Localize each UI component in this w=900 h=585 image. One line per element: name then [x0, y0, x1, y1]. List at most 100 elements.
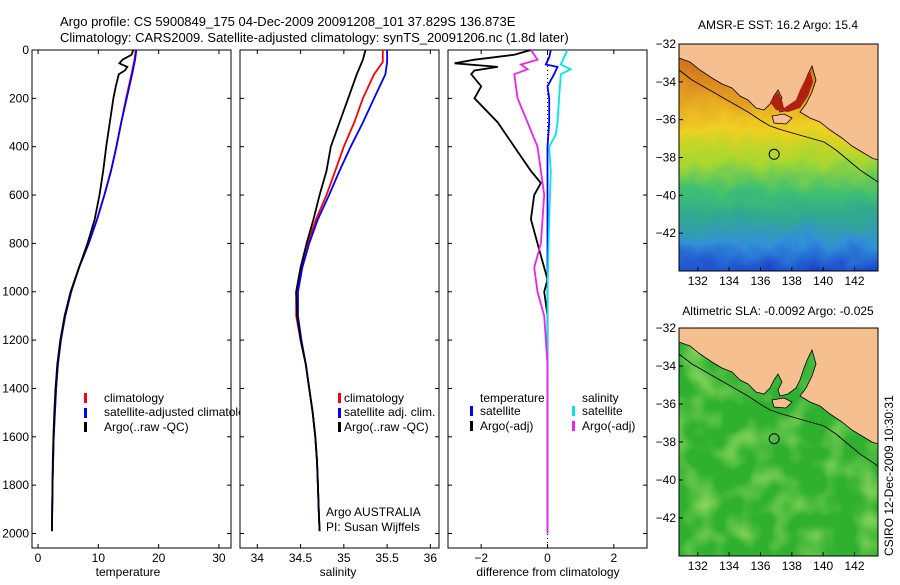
legend-label-argo-sal: Argo(..raw -QC) — [344, 420, 429, 434]
map-x-tick-label: 142 — [844, 274, 864, 288]
salinity-axes-box — [239, 49, 440, 549]
y-tick-label: 1200 — [2, 333, 29, 347]
map-y-tick-label: −38 — [656, 151, 677, 165]
x-tick-label: 0 — [35, 551, 42, 565]
legend-label-argo: Argo(..raw -QC) — [104, 420, 189, 434]
map-x-tick-label: 138 — [782, 274, 802, 288]
x-tick-label: 34.5 — [289, 551, 313, 565]
series-line-argo-raw-qc — [51, 49, 135, 532]
legend-heading-temperature: temperature — [480, 391, 545, 405]
legend-label-temp-argo: Argo(-adj) — [480, 419, 533, 433]
x-tick-label: 34 — [251, 551, 265, 565]
figure-title-line2: Climatology: CARS2009. Satellite-adjuste… — [60, 30, 569, 45]
legend-swatch-argo-sal — [338, 422, 341, 432]
map-y-tick-label: −32 — [656, 321, 677, 335]
x-tick-label: 35 — [337, 551, 351, 565]
legend-swatch-sal-satellite — [572, 406, 575, 416]
x-tick-label: 20 — [152, 551, 166, 565]
sla-kangaroo-island — [771, 397, 793, 409]
map-y-tick-label: −42 — [656, 511, 677, 525]
y-tick-label: 2000 — [2, 526, 29, 540]
legend-swatch-climatology — [84, 393, 87, 403]
legend-label-climatology: climatology — [104, 391, 164, 405]
y-tick-label: 1400 — [2, 381, 29, 395]
figure-title-line1: Argo profile: CS 5900849_175 04-Dec-2009… — [60, 14, 516, 29]
credit-text: CSIRO 12-Dec-2009 10:30:31 — [882, 395, 896, 556]
legend-swatch-argo — [84, 422, 87, 432]
map-y-tick-label: −34 — [656, 359, 677, 373]
map-y-tick-label: −38 — [656, 435, 677, 449]
legend-swatch-temp-argo — [470, 421, 473, 431]
salinity-xlabel: salinity — [320, 565, 357, 579]
x-tick-label: 2 — [610, 551, 617, 565]
sla-map: Altimetric SLA: -0.0092 Argo: -0.025 132… — [656, 304, 879, 573]
map-x-tick-label: 136 — [750, 274, 770, 288]
annotation-pi-name: PI: Susan Wijffels — [326, 520, 420, 534]
difference-panel: −2 0 2 difference from climatology tempera… — [447, 49, 648, 579]
map-y-tick-label: −34 — [656, 75, 677, 89]
sla-land — [679, 328, 878, 445]
map-y-tick-label: −32 — [656, 37, 677, 51]
y-tick-label: 1800 — [2, 478, 29, 492]
legend-label-sal-satellite: satellite — [582, 404, 623, 418]
series-line-salinity-satellite — [546, 49, 573, 534]
map-x-tick-label: 132 — [688, 559, 708, 573]
temperature-panel: 0 200 400 600 800 1000 1200 1400 1600 1800 2000 0 10… — [2, 43, 257, 579]
legend-swatch-climatology-sal — [338, 393, 341, 403]
y-tick-label: 1600 — [2, 430, 29, 444]
legend-label-satellite-adjusted: satellite-adjusted climatology — [104, 405, 257, 419]
temperature-xlabel: temperature — [96, 565, 161, 579]
sst-kangaroo-island — [771, 113, 793, 125]
y-tick-label: 600 — [9, 188, 29, 202]
legend-label-temp-satellite: satellite — [480, 404, 521, 418]
map-y-tick-label: −40 — [656, 473, 677, 487]
salinity-legend: climatology satellite adj. clim. Argo(..… — [338, 391, 435, 434]
y-tick-label: 400 — [9, 140, 29, 154]
legend-swatch-temp-satellite — [470, 406, 473, 416]
y-tick-label: 1000 — [2, 285, 29, 299]
map-x-tick-label: 142 — [844, 559, 864, 573]
sst-isobath — [679, 69, 878, 183]
x-tick-label: 10 — [92, 551, 106, 565]
sst-land-dark — [770, 70, 813, 112]
legend-swatch-satellite-sal — [338, 408, 341, 418]
map-x-tick-label: 140 — [813, 559, 833, 573]
legend-swatch-sal-argo — [572, 421, 575, 431]
legend-label-satellite-sal: satellite adj. clim. — [344, 405, 435, 419]
legend-label-climatology-sal: climatology — [344, 391, 404, 405]
map-x-tick-label: 134 — [719, 274, 739, 288]
legend-label-sal-argo: Argo(-adj) — [582, 419, 635, 433]
salinity-panel: 34 34.5 35 35.5 36 salinity climatology sate… — [239, 49, 440, 579]
y-tick-label: 0 — [22, 43, 29, 57]
map-x-tick-label: 140 — [813, 274, 833, 288]
series-line-temperature-argo-adj — [454, 49, 549, 534]
difference-xlabel: difference from climatology — [476, 565, 619, 579]
map-y-tick-label: −36 — [656, 113, 677, 127]
legend-swatch-satellite-adjusted — [84, 408, 87, 418]
y-tick-label: 200 — [9, 91, 29, 105]
map-y-tick-label: −42 — [656, 226, 677, 240]
sst-map-title: AMSR-E SST: 16.2 Argo: 15.4 — [698, 18, 858, 32]
series-line-salinity-argo-adj — [513, 49, 549, 534]
x-tick-label: −2 — [474, 551, 488, 565]
series-line-argo-raw-qc — [295, 49, 367, 532]
temperature-legend: climatology satellite-adjusted climatolo… — [84, 391, 257, 434]
map-y-tick-label: −40 — [656, 188, 677, 202]
temperature-axes-box — [31, 49, 232, 549]
x-tick-label: 35.5 — [375, 551, 399, 565]
x-tick-label: 0 — [544, 551, 551, 565]
sla-map-title: Altimetric SLA: -0.0092 Argo: -0.025 — [682, 304, 874, 318]
legend-heading-salinity: salinity — [582, 391, 619, 405]
map-x-tick-label: 138 — [782, 559, 802, 573]
sst-map: AMSR-E SST: 16.2 Argo: 15.4 132 134 136 138… — [656, 18, 879, 288]
map-y-tick-label: −36 — [656, 397, 677, 411]
difference-legend: temperature satellite Argo(-adj) salinit… — [470, 391, 635, 433]
x-tick-label: 30 — [212, 551, 226, 565]
sst-argo-marker — [768, 148, 780, 160]
x-tick-label: 36 — [424, 551, 438, 565]
y-tick-label: 800 — [9, 236, 29, 250]
annotation-argo-australia: Argo AUSTRALIA — [326, 505, 421, 519]
map-x-tick-label: 132 — [688, 274, 708, 288]
